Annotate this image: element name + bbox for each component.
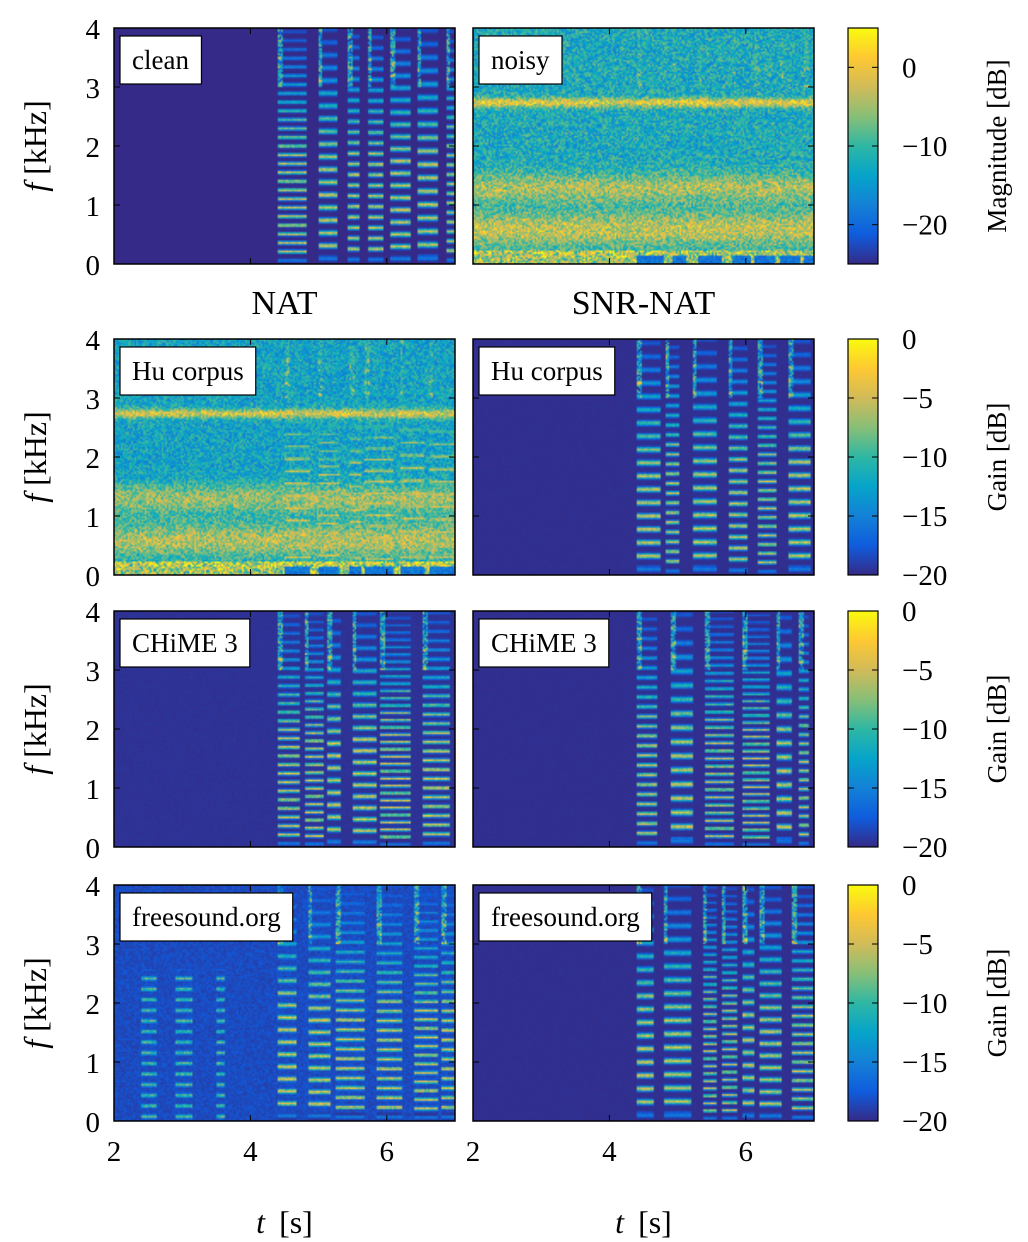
y-tick-label: 0	[86, 1107, 101, 1139]
y-tick-label: 2	[86, 443, 101, 475]
colorbar-tick-label: −15	[902, 501, 947, 533]
colorbar: 0 −5 −10 −15 −20 Gain [dB]	[847, 870, 1012, 1138]
y-axis-var: f	[17, 1036, 53, 1049]
spectrogram-panel: Hu corpus 0 1 2 3 4 f [kHz]	[17, 325, 456, 593]
x-axis-label: t [s]	[615, 1204, 672, 1240]
x-tick-label: 4	[243, 1136, 258, 1168]
x-tick-label: 4	[602, 1136, 617, 1168]
panel-tag-box	[478, 35, 563, 85]
panel-tag-label: CHiME 3	[132, 628, 238, 658]
y-tick-label: 3	[86, 73, 101, 105]
spectrogram-panel: freesound.org 0 1 2 3 4 f [kHz] 2 4 6 t [s]	[17, 871, 456, 1240]
x-tick-label: 2	[107, 1136, 122, 1168]
x-axis-var: t	[256, 1204, 266, 1240]
colorbar-tick-label: −5	[902, 655, 933, 687]
x-axis-unit: [s]	[638, 1204, 672, 1240]
y-tick-label: 4	[86, 871, 101, 903]
y-axis-var: f	[17, 490, 53, 503]
y-tick-label: 2	[86, 132, 101, 164]
y-tick-label: 0	[86, 250, 101, 282]
y-tick-label: 1	[86, 1048, 101, 1080]
colorbar-tick-label: −5	[902, 929, 933, 961]
y-tick-label: 3	[86, 930, 101, 962]
x-tick-label: 6	[380, 1136, 395, 1168]
panel-tag-label: freesound.org	[491, 902, 640, 932]
spectrogram-panel: Hu corpus	[472, 338, 815, 576]
y-axis-unit: [kHz]	[17, 957, 53, 1032]
colorbar-tick-label: −10	[902, 988, 947, 1020]
x-axis-label: t [s]	[256, 1204, 313, 1240]
colorbar-tick-label: −15	[902, 773, 947, 805]
y-tick-label: 3	[86, 656, 101, 688]
panel-tag-label: Hu corpus	[132, 356, 244, 386]
panel-tag-label: Hu corpus	[491, 356, 603, 386]
colorbar: 0 −5 −10 −15 −20 Gain [dB]	[847, 324, 1012, 592]
y-axis-label: f [kHz]	[17, 683, 53, 775]
y-axis-unit: [kHz]	[17, 100, 53, 175]
spectrogram-panel: noisy	[472, 27, 815, 265]
colorbar-label: Gain [dB]	[982, 949, 1012, 1058]
panel-tag-box	[478, 618, 610, 668]
x-tick-label: 2	[466, 1136, 481, 1168]
panel-tag-label: clean	[132, 45, 189, 75]
y-tick-label: 4	[86, 14, 101, 46]
colorbar-label: Gain [dB]	[982, 675, 1012, 784]
x-axis-unit: [s]	[279, 1204, 313, 1240]
y-axis-label: f [kHz]	[17, 957, 53, 1049]
colorbar-tick-label: −10	[902, 714, 947, 746]
colorbar: 0 −10 −20 Magnitude [dB]	[847, 27, 1012, 265]
colorbar-tick-label: −15	[902, 1047, 947, 1079]
colorbar: 0 −5 −10 −15 −20 Gain [dB]	[847, 596, 1012, 864]
spectrogram-panel: clean 0 1 2 3 4 f [kHz]	[17, 14, 456, 282]
column-title: NAT	[251, 285, 317, 322]
colorbar-tick-label: −5	[902, 383, 933, 415]
spectrogram-panel: CHiME 3 0 1 2 3 4 f [kHz]	[17, 597, 456, 865]
panel-tag-box	[119, 346, 257, 396]
y-tick-label: 4	[86, 597, 101, 629]
column-title: SNR-NAT	[572, 285, 716, 322]
y-tick-label: 1	[86, 191, 101, 223]
x-axis-var: t	[615, 1204, 625, 1240]
colorbar-tick-label: 0	[902, 596, 917, 628]
spectrogram-panel: CHiME 3	[472, 610, 815, 848]
panel-tag-box	[119, 35, 203, 85]
spectrogram-panel: freesound.org 2 4 6 t [s]	[466, 884, 815, 1240]
y-tick-label: 4	[86, 325, 101, 357]
panel-tag-box	[478, 892, 653, 942]
y-tick-label: 1	[86, 774, 101, 806]
colorbar-tick-label: 0	[902, 324, 917, 356]
y-axis-unit: [kHz]	[17, 683, 53, 758]
y-axis-label: f [kHz]	[17, 100, 53, 192]
y-tick-label: 2	[86, 715, 101, 747]
y-axis-var: f	[17, 179, 53, 192]
panel-tag-box	[119, 618, 251, 668]
panel-tag-box	[119, 892, 294, 942]
y-tick-label: 2	[86, 989, 101, 1021]
y-tick-label: 0	[86, 561, 101, 593]
y-axis-var: f	[17, 762, 53, 775]
colorbar-tick-label: −20	[902, 832, 947, 864]
panel-tag-box	[478, 346, 616, 396]
colorbar-tick-label: −20	[902, 560, 947, 592]
panel-tag-label: CHiME 3	[491, 628, 597, 658]
colorbar-tick-label: −10	[902, 442, 947, 474]
y-tick-label: 1	[86, 502, 101, 534]
colorbar-tick-label: 0	[902, 870, 917, 902]
y-tick-label: 3	[86, 384, 101, 416]
y-axis-unit: [kHz]	[17, 411, 53, 486]
colorbar-tick-label: 0	[902, 52, 917, 84]
panel-tag-label: freesound.org	[132, 902, 281, 932]
colorbar-label: Gain [dB]	[982, 403, 1012, 512]
panel-tag-label: noisy	[491, 45, 550, 75]
x-tick-label: 6	[739, 1136, 754, 1168]
colorbar-tick-label: −10	[902, 131, 947, 163]
y-tick-label: 0	[86, 833, 101, 865]
colorbar-tick-label: −20	[902, 1106, 947, 1138]
y-axis-label: f [kHz]	[17, 411, 53, 503]
colorbar-tick-label: −20	[902, 210, 947, 242]
colorbar-label: Magnitude [dB]	[982, 59, 1012, 232]
